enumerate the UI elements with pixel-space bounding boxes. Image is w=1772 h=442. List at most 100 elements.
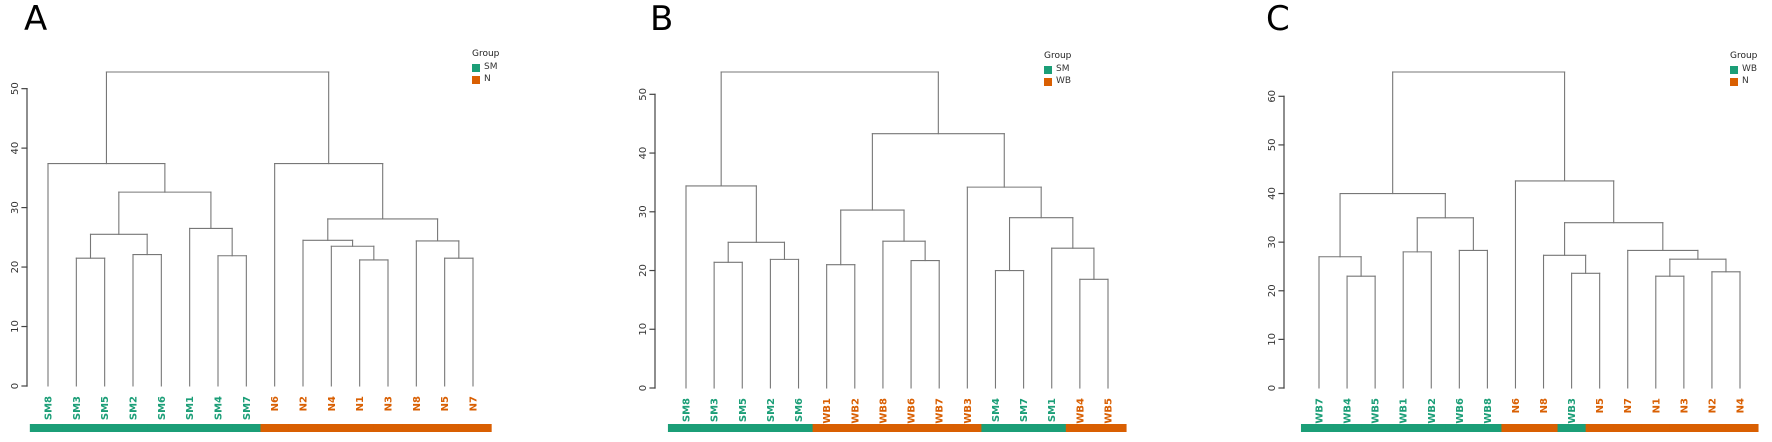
leaf-label: WB1 [822, 398, 833, 424]
leaf-label: WB8 [878, 398, 889, 424]
y-axis-tick-label: 40 [638, 147, 649, 160]
leaf-label: N5 [440, 396, 451, 411]
legend-swatch-wb [1044, 77, 1052, 86]
legend-entry: WB [1044, 75, 1072, 87]
group-color-bar-segment [90, 424, 120, 432]
leaf-label: SM1 [1047, 398, 1058, 422]
leaf-label: N8 [412, 396, 423, 411]
y-axis-tick-label: 20 [638, 264, 649, 277]
group-color-bar-segment [756, 424, 785, 432]
group-color-bar-segment [203, 424, 233, 432]
leaf-label: WB1 [1399, 398, 1410, 424]
leaf-label: WB2 [850, 398, 861, 424]
group-color-bar-segment [700, 424, 729, 432]
legend-entry: N [472, 73, 499, 85]
group-color-bar-segment [953, 424, 982, 432]
panel-b-dendrogram-plot: 0 10 20 30 40 50 SM8 SM3 SM5 SM2 SM6 WB1 WB2 WB8 WB6 WB… [638, 71, 1127, 432]
group-color-bar-segment [458, 424, 492, 432]
panel-c-legend: Group WB N [1730, 51, 1758, 87]
leaf-label: N7 [1623, 398, 1634, 413]
y-axis-tick-label: 0 [10, 383, 21, 389]
legend-entry-label: SM [1056, 63, 1070, 74]
group-color-bar-segment [1389, 424, 1418, 432]
y-axis-tick-label: 30 [638, 205, 649, 218]
y-axis-tick-label: 20 [1267, 284, 1278, 297]
legend-swatch-wb [1730, 65, 1738, 74]
legend-title: Group [1730, 51, 1758, 61]
group-color-bar-segment [1613, 424, 1643, 432]
leaf-label: SM8 [44, 396, 55, 420]
group-color-bar-segment [118, 424, 148, 432]
leaf-label: SM5 [738, 398, 749, 422]
group-color-bar-segment [868, 424, 898, 432]
group-color-bar-segment [981, 424, 1011, 432]
leaf-label: SM2 [766, 398, 777, 422]
group-color-bar-segment [1557, 424, 1587, 432]
legend-entry-label: WB [1056, 75, 1072, 86]
leaf-label: N7 [469, 396, 480, 411]
group-color-bar-segment [1501, 424, 1530, 432]
legend-title: Group [1044, 51, 1072, 61]
y-axis-tick-label: 50 [10, 82, 21, 95]
legend-entry-label: N [1742, 75, 1749, 86]
group-color-bar-segment [925, 424, 954, 432]
group-color-bar-segment [1473, 424, 1502, 432]
panel-b-legend: Group SM WB [1044, 51, 1072, 87]
leaf-label: WB7 [935, 398, 946, 424]
legend-swatch-n [1730, 77, 1738, 86]
legend-swatch-sm [472, 63, 480, 72]
y-axis-tick-label: 50 [1267, 139, 1278, 152]
leaf-label: WB4 [1075, 398, 1086, 424]
group-color-bar-segment [897, 424, 926, 432]
leaf-label: N4 [1736, 398, 1747, 413]
group-color-bar-segment [840, 424, 870, 432]
leaf-label: SM8 [682, 398, 693, 422]
legend-entry-label: SM [484, 61, 498, 72]
panel-a: A 0 10 20 30 40 50 SM8 SM3 SM5 SM2 SM6 SM1 SM4 SM7 N6 N… [0, 0, 590, 442]
group-color-bar-segment [175, 424, 205, 432]
leaf-label: SM2 [129, 396, 140, 420]
leaf-label: SM1 [185, 396, 196, 420]
group-color-bar-segment [1417, 424, 1446, 432]
group-color-bar-segment [1093, 424, 1127, 432]
y-axis-tick-label: 10 [638, 323, 649, 336]
group-color-bar-segment [1445, 424, 1474, 432]
panel-c: C 0 10 20 30 40 50 60 WB7 WB4 WB5 WB1 WB2 WB6 WB8 N6 N8… [1180, 0, 1772, 442]
group-color-bar-segment [402, 424, 431, 432]
panel-c-dendrogram-plot: 0 10 20 30 40 50 60 WB7 WB4 WB5 WB1 WB2 WB6 WB8 N6 N8 WB… [1267, 71, 1759, 432]
leaf-label: SM5 [100, 396, 111, 420]
group-color-bar-segment [1361, 424, 1390, 432]
legend-swatch-sm [1044, 65, 1052, 74]
leaf-label: SM3 [72, 396, 83, 420]
panel-a-legend: Group SM N [472, 49, 500, 85]
leaf-label: WB7 [1315, 398, 1326, 424]
group-color-bar-segment [1300, 424, 1334, 432]
leaf-label: WB3 [963, 398, 974, 424]
panel-c-label: C [1266, 0, 1290, 39]
leaf-label: SM4 [991, 398, 1002, 422]
legend-title: Group [472, 49, 500, 59]
group-color-bar-segment [232, 424, 261, 432]
group-color-bar-segment [288, 424, 318, 432]
y-axis-tick-label: 30 [1267, 236, 1278, 249]
leaf-label: WB3 [1567, 398, 1578, 424]
group-color-bar-segment [147, 424, 176, 432]
leaf-label: SM7 [1019, 398, 1030, 422]
legend-entry-label: N [484, 73, 491, 84]
group-color-bar-segment [1065, 424, 1095, 432]
leaf-label: N6 [270, 396, 281, 411]
leaf-label: WB6 [1455, 398, 1466, 424]
leaf-label: N8 [1539, 398, 1550, 413]
leaf-label: N4 [327, 396, 338, 411]
group-color-bar-segment [1333, 424, 1362, 432]
group-color-bar-segment [62, 424, 91, 432]
group-color-bar-segment [812, 424, 842, 432]
y-axis-tick-label: 0 [638, 385, 649, 391]
y-axis-tick-label: 20 [10, 261, 21, 274]
leaf-label: WB4 [1343, 398, 1354, 424]
leaf-label: SM6 [157, 396, 168, 420]
y-axis-tick-label: 10 [1267, 333, 1278, 346]
panel-a-dendrogram-plot: 0 10 20 30 40 50 SM8 SM3 SM5 SM2 SM6 SM1 SM4 SM7 N6 N2 N… [10, 71, 492, 432]
legend-entry: SM [472, 61, 499, 73]
